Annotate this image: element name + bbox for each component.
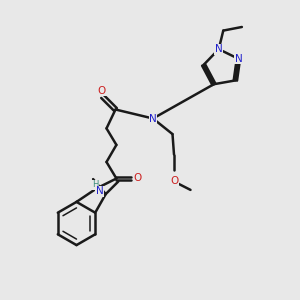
Text: O: O: [170, 176, 179, 187]
Text: H: H: [92, 180, 98, 189]
Text: N: N: [235, 54, 242, 64]
Text: O: O: [134, 173, 142, 183]
Text: N: N: [215, 44, 223, 54]
Text: N: N: [149, 113, 157, 124]
Text: O: O: [98, 85, 106, 96]
Text: N: N: [96, 186, 104, 197]
